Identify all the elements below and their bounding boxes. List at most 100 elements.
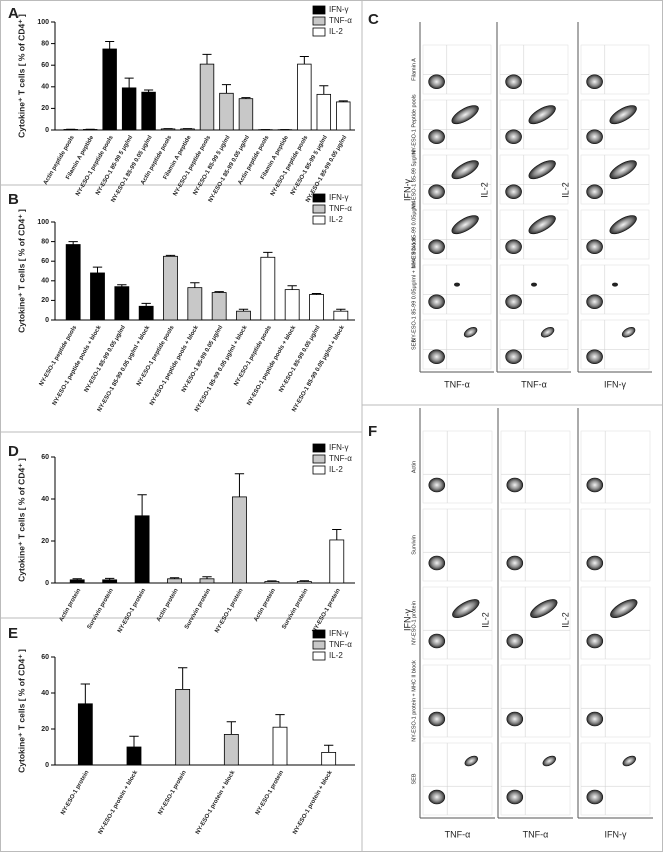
legend-label: IFN-γ	[329, 5, 349, 14]
row-label: NY-ESO-1 Peptide pools	[411, 94, 417, 155]
error-bar	[137, 494, 147, 516]
error-bar	[129, 735, 139, 747]
y-tick-label: 60	[41, 258, 49, 265]
flow-x-label: TNF-α	[444, 379, 470, 389]
panel-letter: B	[8, 191, 19, 208]
legend-label: IFN-γ	[329, 629, 349, 638]
population	[454, 282, 460, 287]
y-tick-label: 20	[41, 726, 49, 733]
x-tick-label: NY-ESO-1 peptide pools	[173, 134, 213, 197]
bar	[82, 129, 98, 131]
flow-plot	[580, 586, 651, 660]
bar	[65, 244, 81, 321]
y-tick-label: 20	[41, 297, 49, 304]
population	[586, 349, 603, 365]
flow-plot	[422, 430, 493, 504]
error-bar	[234, 473, 245, 497]
bar	[160, 128, 176, 131]
x-tick-label: NY-ESO-1 peptide pools	[75, 134, 115, 197]
x-tick-label: NY-ESO-1 protein + block	[98, 769, 140, 835]
bar	[175, 689, 191, 766]
x-tick-label: Survivin protein	[87, 588, 115, 631]
flow-x-label: TNF-α	[521, 379, 547, 389]
legend-swatch	[312, 629, 326, 639]
population	[451, 215, 479, 235]
x-tick-label: NY-ESO-1 protein	[117, 588, 147, 635]
bar	[134, 515, 150, 584]
flow-plot	[580, 319, 650, 370]
bar	[90, 272, 105, 321]
population	[506, 711, 524, 727]
y-axis-label: Cytokine⁺ T cells [ % of CD4⁺ ]	[16, 209, 26, 333]
x-tick-label: NY-ESO-1 protein + block	[292, 769, 334, 835]
flow-plot	[422, 209, 492, 260]
error-bar	[319, 85, 329, 95]
row-label: NY-ESO-1 protein + MHC II block	[411, 660, 417, 742]
y-tick-label: 40	[41, 496, 49, 503]
flow-plot	[422, 99, 492, 150]
x-tick-label: NY-ESO-1 85-99 0.05 μg/ml + block	[97, 324, 152, 413]
x-tick-label: NY-ESO-1 85-99 0.05 μg/ml	[181, 325, 224, 394]
row-label: NY-ESO-1 85-99 0.05μg/ml	[411, 201, 417, 268]
y-axis-label: Cytokine⁺ T cells [ % of CD4⁺ ]	[16, 649, 26, 773]
bar	[296, 581, 312, 584]
bar	[236, 310, 251, 321]
y-tick-label: 60	[41, 654, 49, 661]
bar	[199, 63, 215, 131]
legend-swatch	[312, 640, 326, 650]
population	[531, 282, 537, 287]
row-label: Filamin A	[411, 58, 417, 81]
bar	[223, 734, 239, 766]
flow-plot	[580, 44, 650, 95]
population	[428, 711, 446, 727]
x-tick-label: NY-ESO-1 protein	[312, 588, 342, 635]
error-bar	[275, 714, 285, 728]
bar	[102, 48, 117, 131]
population	[586, 555, 604, 571]
bar	[63, 129, 78, 131]
x-tick-label: NY-ESO-1 85-99 5 μg/ml	[193, 135, 232, 197]
row-label: Survivin	[411, 535, 417, 555]
bar	[329, 539, 345, 584]
population	[506, 633, 524, 649]
bar	[238, 98, 254, 131]
x-tick-label: Survivin protein	[281, 588, 309, 631]
bar	[126, 746, 142, 766]
flow-plot	[499, 99, 569, 150]
population	[586, 74, 603, 90]
legend-swatch	[312, 16, 326, 26]
legend-swatch	[312, 27, 326, 37]
error-bar	[141, 302, 151, 307]
population	[622, 755, 636, 767]
bar	[264, 581, 280, 584]
population	[528, 160, 556, 180]
population	[428, 789, 446, 805]
population	[540, 327, 555, 338]
row-label: NY-ESO-1 85-99 0.05μg/ml + MHC II block	[411, 237, 417, 342]
population	[528, 215, 556, 235]
bar	[121, 87, 137, 131]
x-tick-label: NY-ESO-1 peptide pools	[270, 134, 310, 197]
flow-plot	[422, 664, 493, 738]
bar	[232, 496, 247, 584]
bar	[77, 703, 93, 766]
population	[528, 105, 556, 125]
error-bar	[221, 84, 232, 94]
bar	[141, 91, 156, 131]
flow-y-label: IL-2	[560, 182, 570, 198]
y-axis-label: Cytokine⁺ T cells [ % of CD4⁺ ]	[16, 14, 26, 138]
flow-y-label: IL-2	[560, 612, 570, 628]
flow-plot	[580, 430, 651, 504]
y-tick-label: 80	[41, 238, 49, 245]
bar	[260, 256, 276, 321]
flow-x-label: TNF-α	[445, 829, 471, 839]
bar	[114, 286, 130, 321]
flow-plot	[580, 209, 650, 260]
bar	[333, 310, 349, 321]
population	[621, 327, 636, 338]
x-tick-label: NY-ESO-1 85-99 5 μg/ml	[95, 135, 134, 197]
row-label: Actin	[411, 461, 417, 473]
population	[452, 599, 480, 619]
panel-letter: F	[368, 423, 377, 440]
